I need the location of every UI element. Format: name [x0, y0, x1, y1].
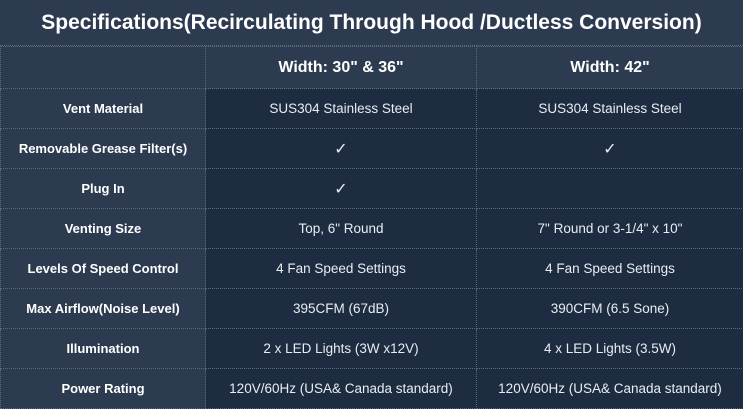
row-label: Plug In: [1, 169, 206, 209]
row-label: Illumination: [1, 329, 206, 369]
header-empty: [1, 47, 206, 89]
row-value: 7" Round or 3-1/4" x 10": [477, 209, 743, 249]
table-row: Plug In✓: [1, 169, 743, 209]
row-value: SUS304 Stainless Steel: [206, 89, 477, 129]
checkmark-icon: ✓: [477, 129, 743, 169]
row-value: 4 Fan Speed Settings: [477, 249, 743, 289]
row-value: 120V/60Hz (USA& Canada standard): [206, 369, 477, 409]
row-value: Top, 6" Round: [206, 209, 477, 249]
row-label: Max Airflow(Noise Level): [1, 289, 206, 329]
row-value: 4 Fan Speed Settings: [206, 249, 477, 289]
row-value: SUS304 Stainless Steel: [477, 89, 743, 129]
column-header-30-36: Width: 30" & 36": [206, 47, 477, 89]
column-header-42: Width: 42": [477, 47, 743, 89]
row-value: 120V/60Hz (USA& Canada standard): [477, 369, 743, 409]
page-title: Specifications(Recirculating Through Hoo…: [0, 0, 743, 46]
checkmark-icon: ✓: [206, 129, 477, 169]
row-label: Levels Of Speed Control: [1, 249, 206, 289]
row-value: 2 x LED Lights (3W x12V): [206, 329, 477, 369]
row-label: Vent Material: [1, 89, 206, 129]
row-label: Removable Grease Filter(s): [1, 129, 206, 169]
row-label: Venting Size: [1, 209, 206, 249]
row-value: 395CFM (67dB): [206, 289, 477, 329]
row-value: [477, 169, 743, 209]
spec-table: Width: 30" & 36" Width: 42" Vent Materia…: [0, 46, 743, 409]
row-value: 390CFM (6.5 Sone): [477, 289, 743, 329]
row-value: 4 x LED Lights (3.5W): [477, 329, 743, 369]
table-row: Max Airflow(Noise Level)395CFM (67dB)390…: [1, 289, 743, 329]
checkmark-icon: ✓: [206, 169, 477, 209]
table-header-row: Width: 30" & 36" Width: 42": [1, 47, 743, 89]
table-row: Removable Grease Filter(s)✓✓: [1, 129, 743, 169]
row-label: Power Rating: [1, 369, 206, 409]
